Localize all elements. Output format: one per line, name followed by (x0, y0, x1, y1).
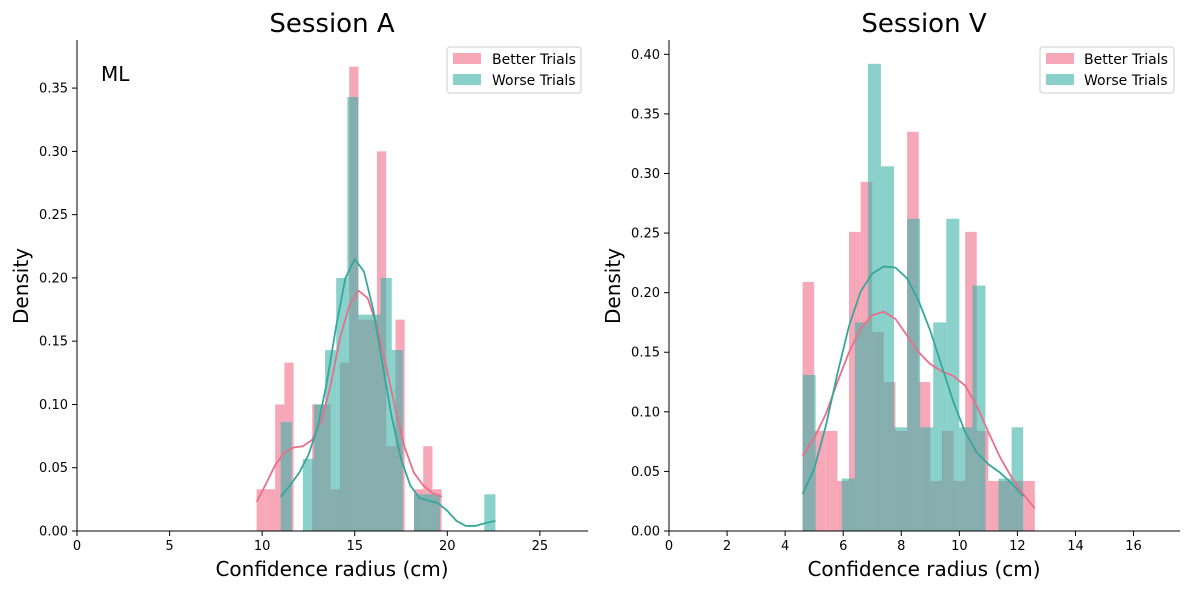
worse-bar-0 (802, 374, 816, 531)
legend: Better Trials Worse Trials (1039, 46, 1175, 94)
legend-swatch-worse (1046, 74, 1074, 85)
x-tick-label: 16 (1125, 539, 1142, 554)
worse-bar-2 (313, 404, 326, 531)
better-kde-line (255, 289, 443, 503)
worse-bar-8 (380, 277, 392, 531)
better-kde-line (801, 310, 1036, 509)
chart-session-v: Session V Confidence radius (cm) Density… (601, 9, 1180, 581)
x-tick-label: 0 (665, 539, 673, 554)
x-tick-label: 8 (897, 539, 905, 554)
worse-bar-6 (358, 314, 370, 531)
chart-session-a: Session A Confidence radius (cm) Density… (9, 9, 588, 581)
worse-bar-15 (998, 478, 1012, 531)
x-tick-label: 6 (839, 539, 847, 554)
x-tick-label: 25 (532, 539, 549, 554)
x-tick-label: 5 (165, 539, 173, 554)
legend-label-better: Better Trials (1084, 52, 1168, 68)
worse-bar-16 (1011, 427, 1024, 531)
worse-bar-4 (336, 277, 348, 531)
legend-label-worse: Worse Trials (492, 73, 576, 89)
y-tick-label: 0.25 (39, 208, 68, 223)
kde-layer (801, 265, 1036, 509)
x-tick-label: 2 (723, 539, 731, 554)
worse-bar-12 (436, 494, 440, 531)
y-tick-label: 0.30 (39, 145, 68, 160)
worse-bar-5 (347, 96, 359, 531)
worse-bar-13 (972, 285, 986, 531)
bars-layer (802, 63, 1035, 531)
legend-label-better: Better Trials (492, 52, 576, 68)
y-tick-label: 0.05 (631, 465, 660, 480)
worse-bar-10 (413, 494, 426, 531)
axes-layer: 0 5 10 15 20 25 0.00 0.05 0.10 0.15 0.20 0.25 0.30 0.… (39, 40, 588, 554)
better-bar-2 (275, 404, 285, 531)
worse-bar-3 (325, 350, 337, 531)
y-axis-label: Density (601, 248, 625, 324)
worse-bar-0 (280, 422, 292, 531)
x-tick-label: 4 (781, 539, 789, 554)
y-tick-label: 0.15 (39, 335, 68, 350)
worse-bar-5 (867, 63, 881, 531)
worse-kde-line (279, 257, 496, 527)
better-bar-2 (825, 430, 838, 531)
x-tick-label: 12 (1009, 539, 1026, 554)
x-tick-label: 10 (254, 539, 271, 554)
better-bar-1 (265, 489, 276, 531)
better-bar-19 (1023, 480, 1035, 531)
worse-bar-12 (959, 427, 973, 531)
axes-layer: 0 2 4 6 8 10 12 14 16 0.00 0.05 0.10 0.15 0.20 0.25 0.3… (631, 40, 1180, 554)
worse-kde-line (801, 265, 1024, 498)
y-tick-label: 0.20 (39, 271, 68, 286)
worse-bar-1 (302, 458, 314, 531)
worse-bar-7 (894, 427, 908, 531)
y-tick-label: 0.10 (39, 398, 68, 413)
worse-bar-13 (484, 494, 496, 531)
x-tick-label: 20 (439, 539, 456, 554)
worse-bar-11 (425, 494, 437, 531)
y-tick-label: 0.35 (39, 82, 68, 97)
x-axis-label: Confidence radius (cm) (215, 557, 448, 581)
x-tick-label: 14 (1067, 539, 1084, 554)
x-axis-label: Confidence radius (cm) (807, 557, 1040, 581)
y-axis-label: Density (9, 248, 33, 324)
worse-bar-4 (854, 322, 868, 531)
x-tick-label: 15 (346, 539, 363, 554)
worse-bar-10 (933, 322, 947, 531)
legend-swatch-worse (453, 74, 481, 85)
legend-label-worse: Worse Trials (1084, 73, 1168, 89)
y-tick-label: 0.20 (631, 286, 660, 301)
legend-swatch-better (453, 53, 481, 64)
legend-swatch-better (1046, 53, 1074, 64)
worse-bar-8 (907, 218, 921, 531)
better-bar-4 (849, 231, 861, 531)
y-tick-label: 0.40 (631, 48, 660, 63)
x-tick-label: 0 (73, 539, 81, 554)
y-tick-label: 0.05 (39, 461, 68, 476)
better-bar-1 (814, 430, 826, 531)
y-tick-label: 0.30 (631, 167, 660, 182)
worse-bar-7 (369, 314, 381, 531)
better-bar-16 (988, 480, 1000, 531)
chart-title: Session A (269, 9, 394, 39)
kde-layer (255, 257, 496, 527)
better-bar-14 (965, 231, 977, 531)
worse-bar-6 (880, 166, 895, 531)
y-tick-label: 0.00 (631, 525, 660, 540)
y-tick-label: 0.35 (631, 107, 660, 122)
legend: Better Trials Worse Trials (446, 46, 582, 94)
annotation-ml: ML (101, 62, 130, 86)
y-tick-label: 0.00 (39, 525, 68, 540)
better-bar-0 (256, 489, 266, 531)
worse-bar-9 (920, 427, 934, 531)
y-tick-label: 0.25 (631, 227, 660, 242)
x-tick-label: 10 (951, 539, 968, 554)
bars-layer (256, 66, 496, 532)
worse-bar-3 (841, 478, 855, 531)
y-tick-label: 0.10 (631, 405, 660, 420)
chart-title: Session V (861, 9, 986, 39)
y-tick-label: 0.15 (631, 346, 660, 361)
